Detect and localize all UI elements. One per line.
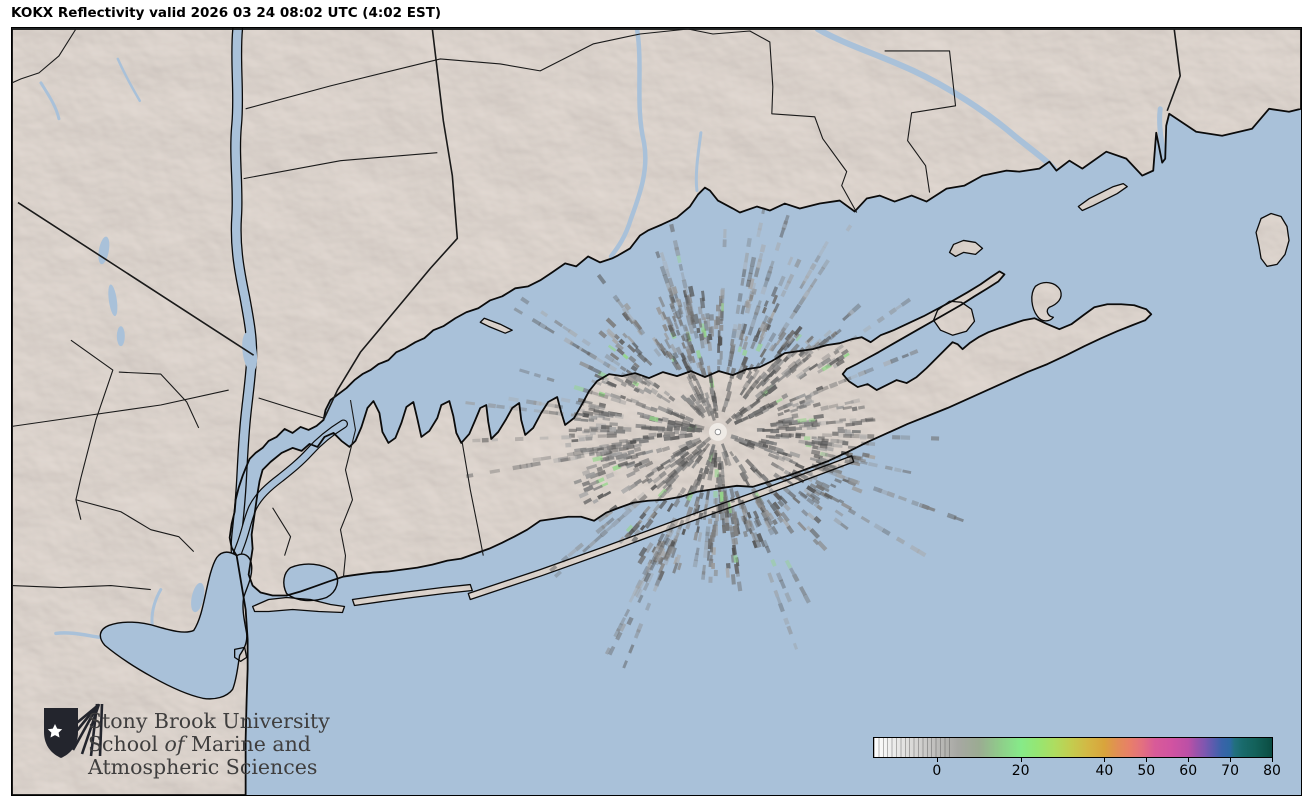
stony-brook-logo-graphic [44,703,104,758]
newark-bay [191,582,205,613]
colorbar-tick-label: 80 [1263,763,1281,779]
ct-ri-border [1166,28,1181,112]
wallkill-stream [39,81,61,121]
colorbar-tick-mark [1020,757,1022,762]
county-line [272,507,292,556]
colorbar-tick-mark [1146,757,1148,762]
shield-star-icon [47,724,63,738]
figure-title: KOKX Reflectivity valid 2026 03 24 08:02… [11,5,442,21]
colorbar-tick-mark [1272,757,1273,762]
colorbar-tick-mark [1188,757,1190,762]
colorbar-tick-label: 40 [1095,763,1114,779]
radar-site-marker [708,422,727,441]
reflectivity-colorbar: 0 20 40 50 60 70 80 [873,737,1281,779]
lake [108,284,118,317]
raritan-river [54,631,103,640]
east-river [233,420,347,559]
colorbar-hatch-pattern [874,738,952,757]
logo-text: Stony Brook University School of Marine … [88,710,330,779]
county-line [461,442,484,556]
colorbar-tick-label: 20 [1011,763,1030,779]
colorbar-tick-mark [1230,757,1232,762]
map-canvas [11,27,1302,796]
map-boundaries [12,28,1301,795]
arthur-kill [150,588,163,637]
county-line [12,389,229,427]
radar-site-dot [714,428,722,436]
colorbar-tick-label: 50 [1137,763,1156,779]
shield-icon [44,708,78,758]
logo-rays-icon [60,703,104,757]
county-line [12,584,151,591]
logo-line-3: Atmospheric Sciences [88,755,318,779]
colorbar-tick-label: 60 [1179,763,1198,779]
colorbar-gradient [874,738,1272,757]
quinnipiac-river [694,131,703,193]
ct-ny-border [322,28,459,421]
county-line [245,28,689,110]
county-line [884,50,957,193]
lake-small [116,326,125,347]
county-line [258,397,324,419]
county-line [70,339,114,520]
radar-echo-bins [465,207,964,669]
colorbar-tick-label: 70 [1221,763,1240,779]
county-line [75,499,195,553]
housatonic-river [608,28,648,259]
logo-line-1: Stony Brook University [88,709,330,733]
county-line [12,28,77,84]
connecticut-river [814,28,1059,174]
county-line [118,371,200,429]
colorbar-tick-mark [1104,757,1106,762]
stony-brook-logo: Stony Brook University School of Marine … [42,702,342,794]
radar-map [12,28,1301,795]
colorbar-tick-label: 0 [932,763,942,779]
colorbar-tick-mark [936,757,938,762]
nj-ny-border [17,201,255,356]
croton-stream [116,57,142,103]
county-line [243,152,438,180]
county-line [339,399,357,577]
thames-river [1157,106,1168,164]
logo-line-2: School of Marine and [88,732,311,756]
county-line [687,28,858,213]
